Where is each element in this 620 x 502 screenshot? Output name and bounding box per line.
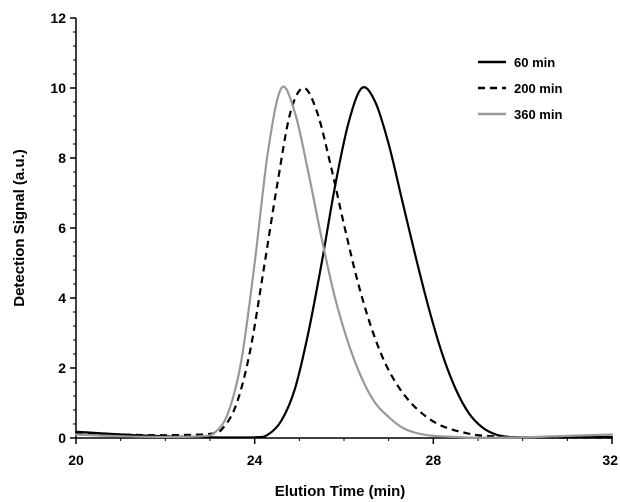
y-tick-label: 8 <box>58 150 66 166</box>
y-tick-label: 10 <box>50 80 66 96</box>
series-layer <box>74 85 614 439</box>
x-tick-label: 24 <box>247 452 263 468</box>
legend-label-1: 60 min <box>514 55 555 70</box>
x-axis-title: Elution Time (min) <box>275 483 406 500</box>
legend-layer: 60 min 200 min 360 min <box>478 55 562 122</box>
y-tick-label: 12 <box>50 10 66 26</box>
y-tick-label: 4 <box>58 290 66 306</box>
series-line-3 <box>74 85 614 439</box>
y-tick-label: 0 <box>58 430 66 446</box>
x-tick-label: 32 <box>602 452 618 468</box>
y-tick-label: 6 <box>58 220 66 236</box>
y-axis-title: Detection Signal (a.u.) <box>11 149 28 307</box>
legend-label-2: 200 min <box>514 81 562 96</box>
x-tick-label: 20 <box>68 452 84 468</box>
y-tick-label: 2 <box>58 360 66 376</box>
series-line-1 <box>74 86 614 439</box>
x-tick-label: 28 <box>426 452 442 468</box>
legend-label-3: 360 min <box>514 107 562 122</box>
series-line-2 <box>75 86 613 439</box>
